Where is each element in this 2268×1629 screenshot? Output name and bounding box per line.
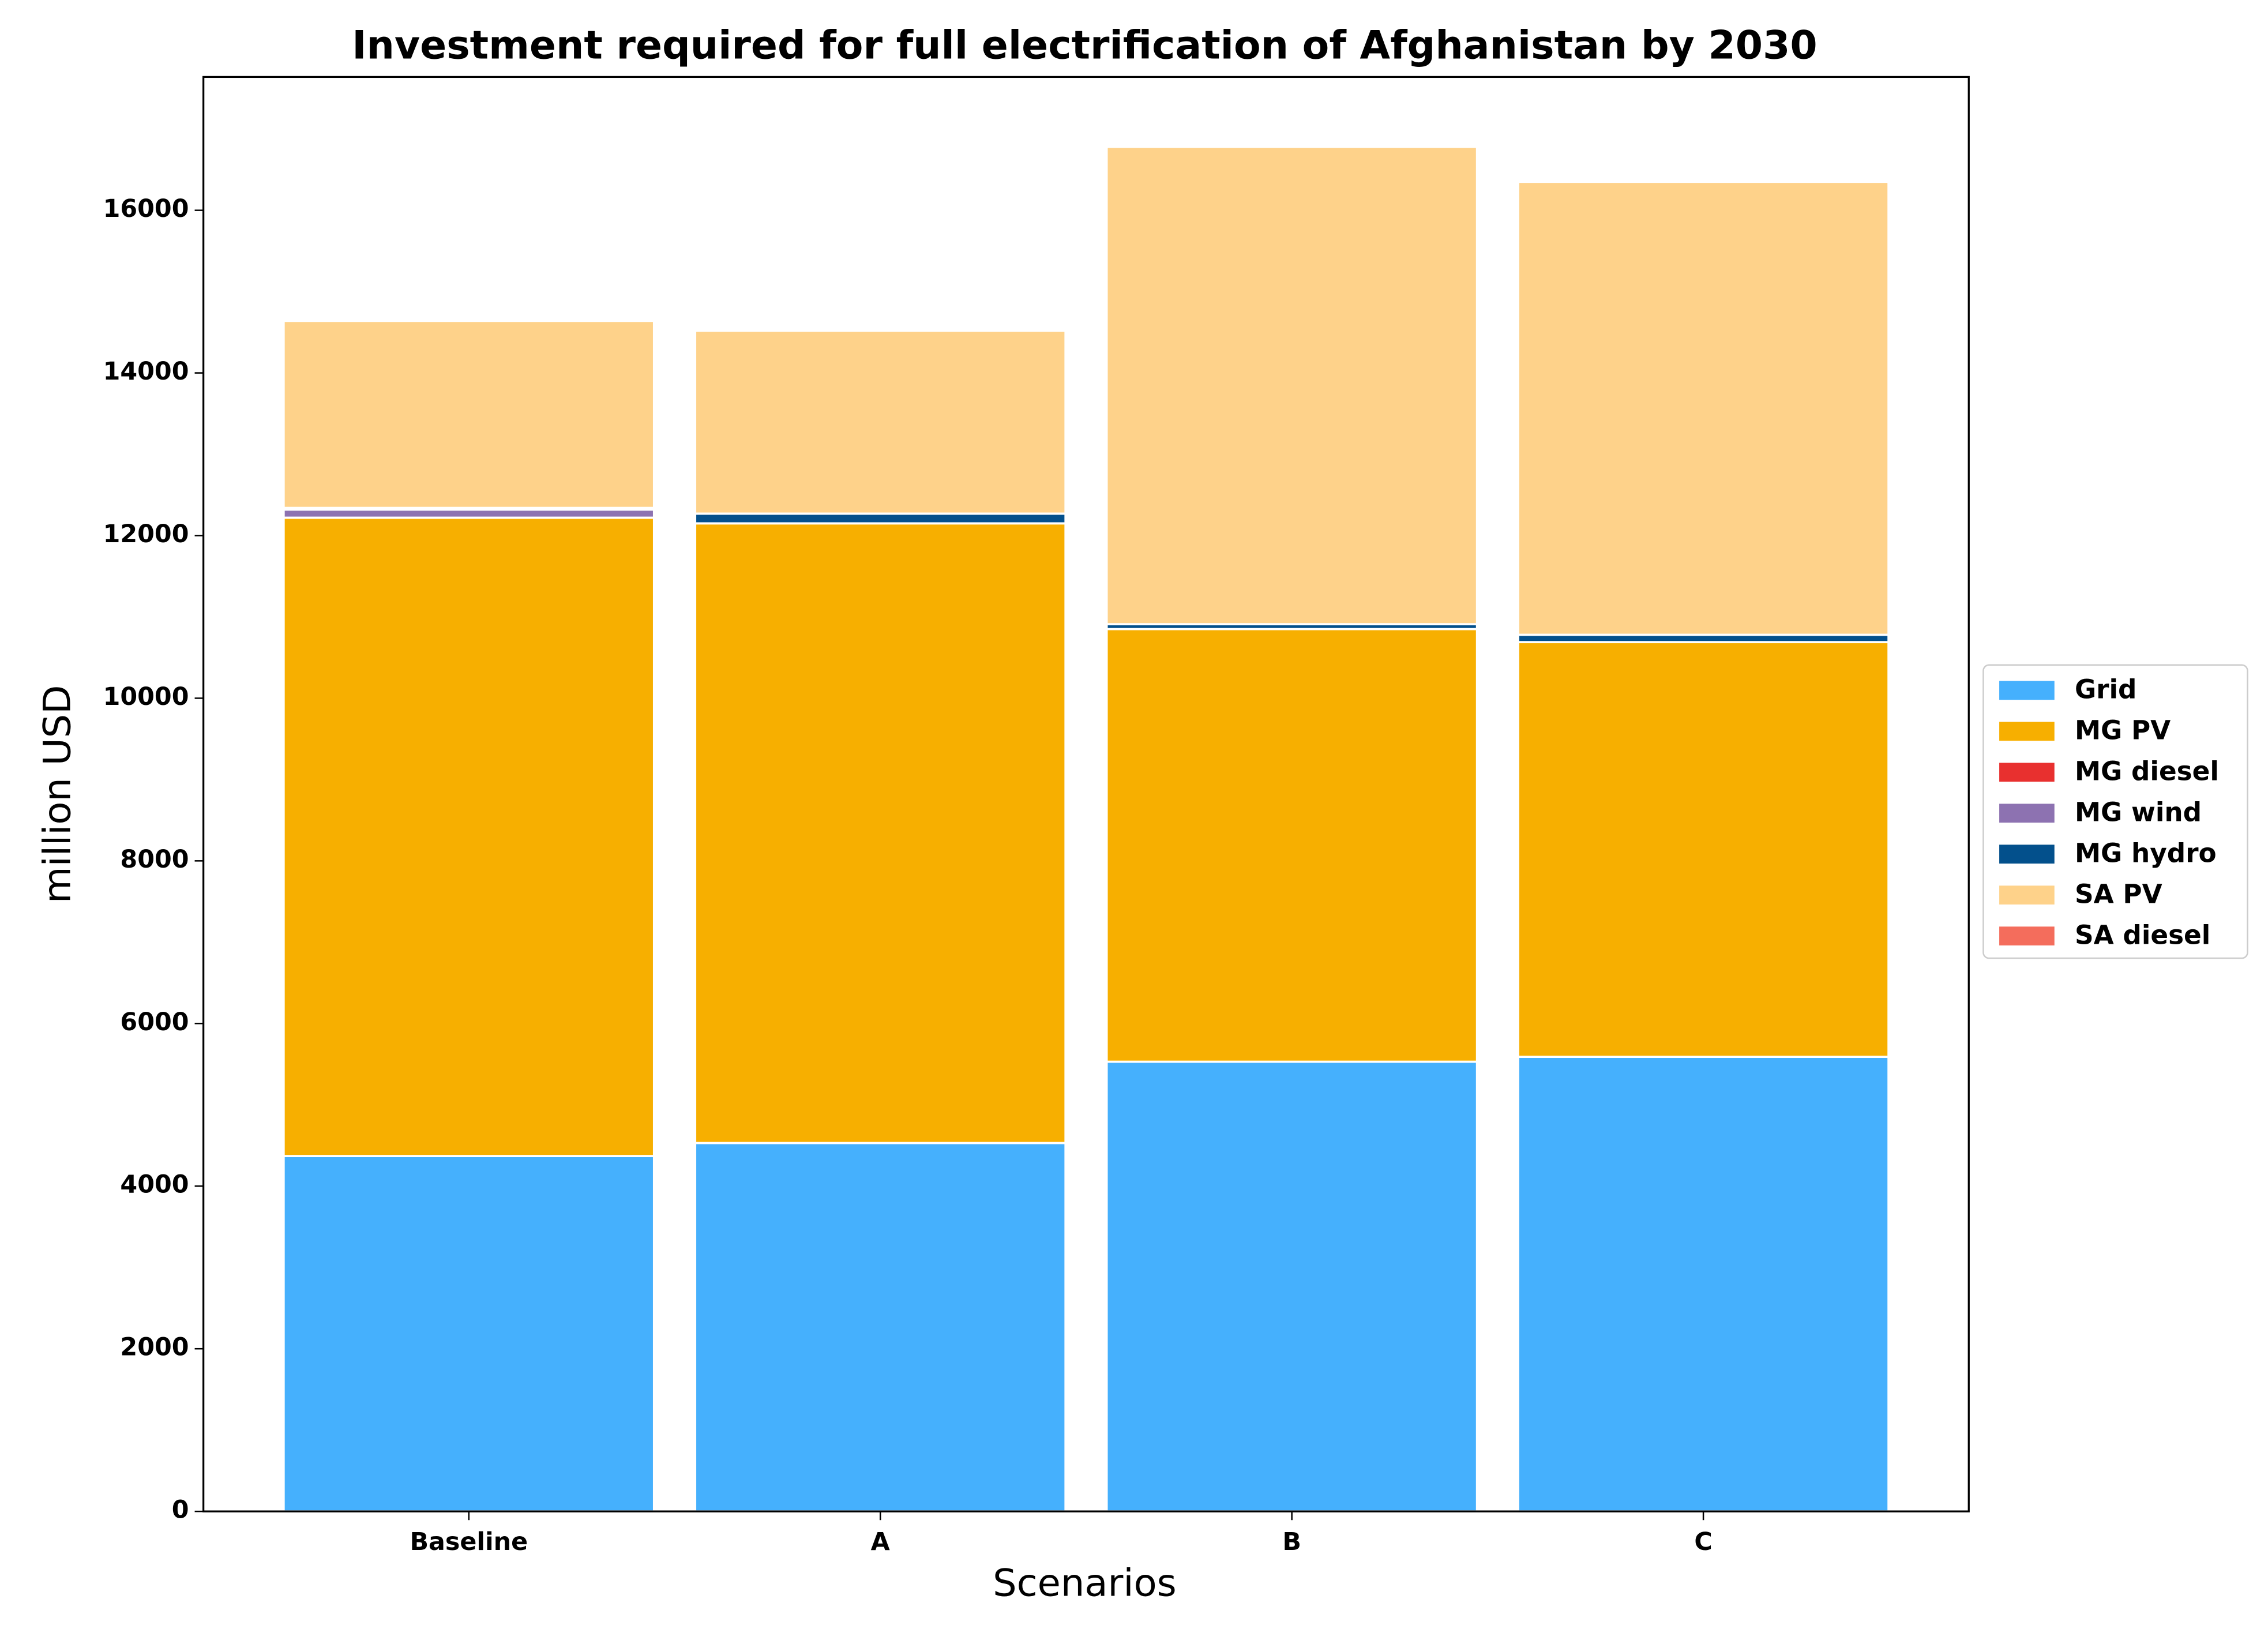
bar-segment <box>1517 1056 1890 1513</box>
bar-segment <box>282 320 655 509</box>
bar-segment <box>1105 145 1478 626</box>
x-axis-label: Scenarios <box>993 1562 1177 1605</box>
bar-segment <box>1517 633 1890 644</box>
legend-swatch <box>1999 926 2055 946</box>
y-axis-label: million USD <box>36 685 80 903</box>
bar-segment <box>1517 641 1890 1058</box>
y-tick-label: 0 <box>172 1496 189 1525</box>
legend-label: SA diesel <box>2075 919 2210 950</box>
legend-label: MG wind <box>2075 797 2202 827</box>
x-tick-label: C <box>1694 1527 1712 1556</box>
legend-swatch <box>1999 681 2055 700</box>
legend-label: Grid <box>2075 674 2136 705</box>
y-tick-label: 2000 <box>120 1333 189 1362</box>
legend-swatch <box>1999 885 2055 905</box>
bar-segment <box>282 516 655 1157</box>
bar-segment <box>694 512 1067 525</box>
legend-swatch <box>1999 844 2055 864</box>
y-tick-label: 6000 <box>120 1008 189 1037</box>
y-tick-label: 16000 <box>103 194 189 223</box>
x-tick-label: Baseline <box>410 1527 528 1556</box>
bar-segment <box>1517 181 1890 636</box>
bar-segment <box>694 1142 1067 1513</box>
bar-segment <box>1105 1060 1478 1513</box>
legend-swatch <box>1999 722 2055 741</box>
legend-swatch <box>1999 763 2055 782</box>
y-tick-label: 10000 <box>103 682 189 711</box>
x-tick-label: B <box>1282 1527 1301 1556</box>
y-tick-label: 4000 <box>120 1170 189 1199</box>
bar-segment <box>1105 628 1478 1063</box>
bar-segment <box>282 1155 655 1513</box>
legend-label: MG hydro <box>2075 838 2217 868</box>
legend-label: MG diesel <box>2075 756 2219 787</box>
y-tick-label: 8000 <box>120 845 189 874</box>
x-tick-label: A <box>871 1527 890 1556</box>
chart-title: Investment required for full electrifica… <box>352 23 1817 69</box>
legend-swatch <box>1999 804 2055 823</box>
bar-segment <box>694 522 1067 1144</box>
legend-label: MG PV <box>2075 715 2171 746</box>
plot-frame <box>202 76 1970 1512</box>
legend-label: SA PV <box>2075 879 2162 909</box>
y-tick-label: 12000 <box>103 520 189 549</box>
bar-segment <box>282 508 655 519</box>
bar-segment <box>694 329 1067 515</box>
plot-area <box>282 145 1890 1513</box>
y-tick-label: 14000 <box>103 357 189 386</box>
